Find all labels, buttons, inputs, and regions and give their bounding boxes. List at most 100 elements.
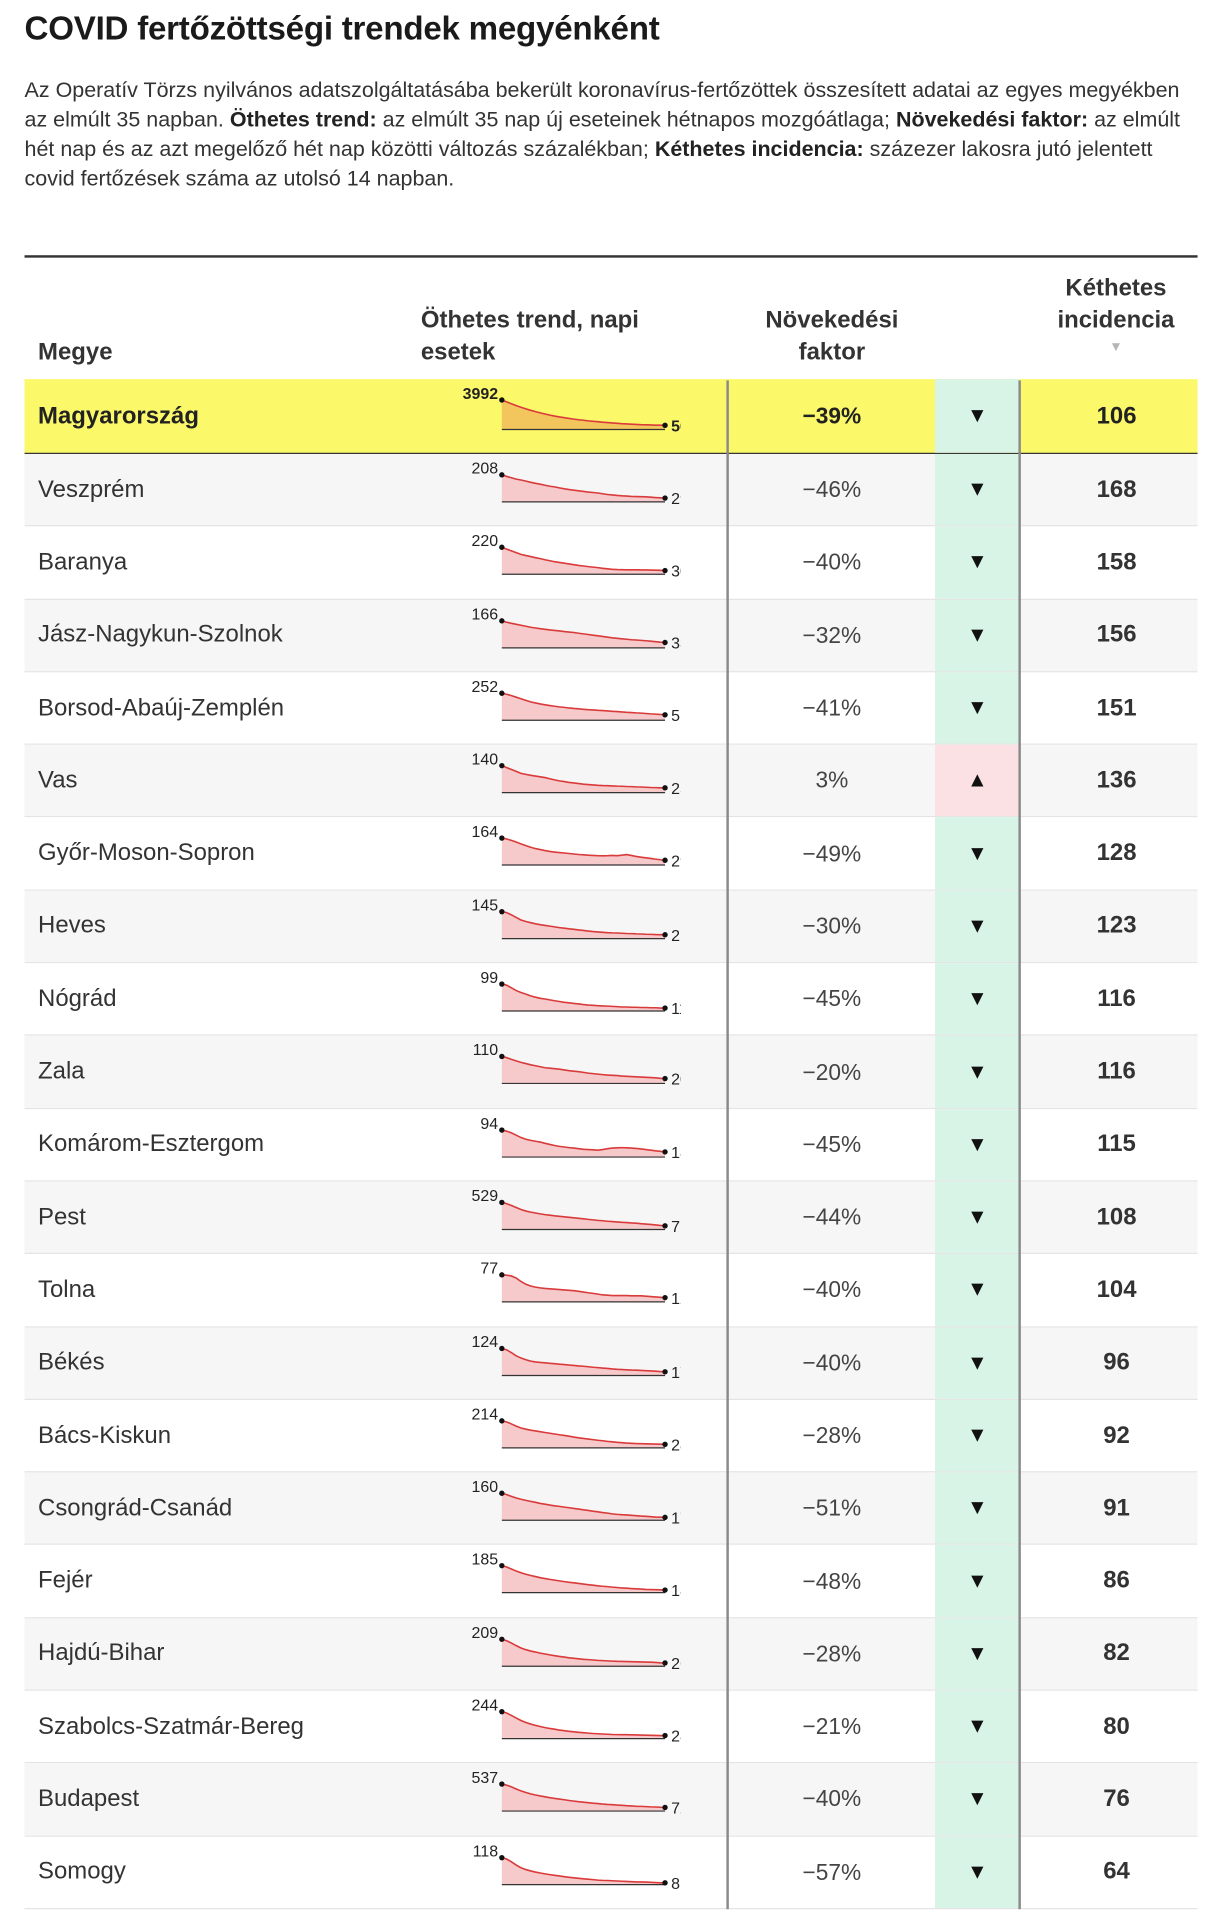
sparkline-start-point [499,1490,505,1497]
table-row: Zala 110 20 −20% ▼ 116 [24,1036,1198,1109]
sparkline-start-point [499,908,505,915]
sparkline-start-point [499,397,505,403]
sparkline-end-label: 20 [671,1072,681,1089]
trend-sparkline: 160 17 [472,1479,681,1527]
trend-down-icon: ▼ [934,672,1020,744]
sparkline-line [501,1638,666,1664]
sparkline-end-point [662,568,668,574]
description-trend-def: az elmúlt 35 nap új eseteinek hétnapos m… [382,106,890,132]
table-row: Budapest 537 72 −40% ▼ 76 [24,1763,1198,1837]
sparkline-start-point [499,617,505,624]
sparkline-line [501,1856,666,1884]
column-header-incidence-label: Kéthetes incidencia [1057,274,1175,334]
table-row: Szabolcs-Szatmár-Bereg 244 28 −21% ▼ 80 [24,1690,1198,1764]
sparkline-area [501,693,666,721]
trend-sparkline: 208 29 [472,461,681,509]
column-header-incidence[interactable]: Kéthetes incidencia ▼ [1021,272,1211,355]
trend-sparkline: 244 28 [472,1697,681,1746]
sparkline-start-label: 160 [472,1479,499,1496]
sparkline-start-label: 529 [472,1188,499,1205]
incidence-value: 86 [1103,1566,1130,1594]
trend-down-icon: ▼ [934,1036,1020,1108]
sparkline-line [501,1128,666,1153]
sparkline-end-point [662,639,668,645]
incidence-value: 80 [1103,1712,1130,1740]
county-name: Bács-Kiskun [38,1421,172,1449]
column-header-trend[interactable]: Öthetes trend, napi esetek [420,306,639,366]
sparkline-start-label: 145 [472,897,499,914]
trend-down-icon: ▼ [934,379,1020,453]
sparkline-start-point [499,472,505,478]
description-incidence-def: százezer lakosra jutó jelentett covid fe… [24,136,1153,191]
sparkline-area [501,765,666,793]
column-header-megye[interactable]: Megye [38,338,113,366]
sparkline-start-label: 185 [472,1552,499,1569]
trend-sparkline: 110 20 [473,1043,681,1089]
incidence-value: 91 [1103,1494,1130,1522]
table-row: Veszprém 208 29 −46% ▼ 168 [24,453,1198,527]
trend-down-icon: ▼ [934,817,1020,890]
incidence-value: 115 [1097,1130,1136,1158]
sparkline-line [501,1710,666,1737]
sparkline-end-point [662,1879,668,1886]
table-row-total: Magyarország 3992 563 −39% ▼ 106 [24,379,1198,454]
table-row: Komárom-Esztergom 94 18 −45% ▼ 115 [24,1108,1198,1182]
county-name: Csongrád-Csanád [38,1494,233,1522]
sparkline-end-point [662,1732,668,1739]
table-row: Nógrád 99 11 −45% ▼ 116 [24,963,1198,1037]
county-name: Budapest [38,1785,140,1813]
sparkline-end-point [662,931,668,938]
sparkline-start-point [499,1854,505,1860]
trend-down-icon: ▼ [934,1327,1020,1399]
sort-desc-icon: ▼ [1109,339,1123,355]
table-row: Hajdú-Bihar 209 26 −28% ▼ 82 [24,1618,1198,1691]
description-factor-def: az elmúlt hét nap és az azt megelőző hét… [24,106,1181,161]
sparkline-end-point [662,1368,668,1374]
column-header-faktor[interactable]: Növekedési faktor [765,306,899,366]
sparkline-end-point [662,1223,668,1229]
trend-sparkline: 164 29 [472,824,681,871]
incidence-value: 128 [1096,839,1137,867]
sparkline-start-point [499,1709,505,1715]
table-row: Békés 124 17 −40% ▼ 96 [24,1327,1198,1400]
sparkline-start-label: 94 [480,1115,498,1132]
growth-factor-value: −45% [802,985,862,1012]
incidence-value: 96 [1103,1348,1130,1376]
description: Az Operatív Törzs nyilvános adatszolgált… [25,75,1191,193]
trend-sparkline: 166 33 [472,606,681,652]
incidence-value: 136 [1096,766,1137,794]
sparkline-start-point [499,1636,505,1642]
sparkline-line [501,1419,666,1445]
table-row: Bács-Kiskun 214 28 −28% ▼ 92 [24,1399,1198,1473]
sparkline-end-label: 71 [671,1219,681,1236]
description-intro: Az Operatív Törzs nyilvános adatszolgált… [24,77,1180,132]
growth-factor-value: −30% [802,912,862,939]
growth-factor-value: −41% [802,694,862,721]
trend-sparkline: 77 12 [480,1261,681,1308]
description-incidence-term: Kéthetes incidencia: [654,136,864,161]
sparkline-end-point [662,1441,668,1447]
sparkline-start-label: 118 [473,1843,499,1860]
trend-sparkline: 209 26 [472,1625,681,1673]
trend-down-icon: ▼ [934,1108,1020,1181]
county-name: Veszprém [38,475,145,503]
sparkline-end-label: 29 [671,491,681,508]
sparkline-end-point [662,1076,668,1082]
sparkline-line [501,1056,666,1080]
sparkline-line [501,1274,666,1299]
county-name: Magyarország [38,401,199,429]
county-name: Heves [38,912,106,940]
table-row: Heves 145 21 −30% ▼ 123 [24,890,1198,964]
sparkline-area [501,1493,666,1521]
county-name: Baranya [38,548,128,576]
incidence-value: 151 [1096,693,1137,721]
county-name: Békés [38,1348,105,1376]
sparkline-end-point [662,422,668,428]
sparkline-end-label: 28 [671,1729,681,1746]
sparkline-end-label: 33 [671,635,681,652]
incidence-value: 168 [1096,475,1137,503]
table-row: Somogy 118 8 −57% ▼ 64 [24,1836,1198,1910]
sparkline-start-label: 166 [472,606,499,623]
trend-down-icon: ▼ [934,963,1020,1035]
